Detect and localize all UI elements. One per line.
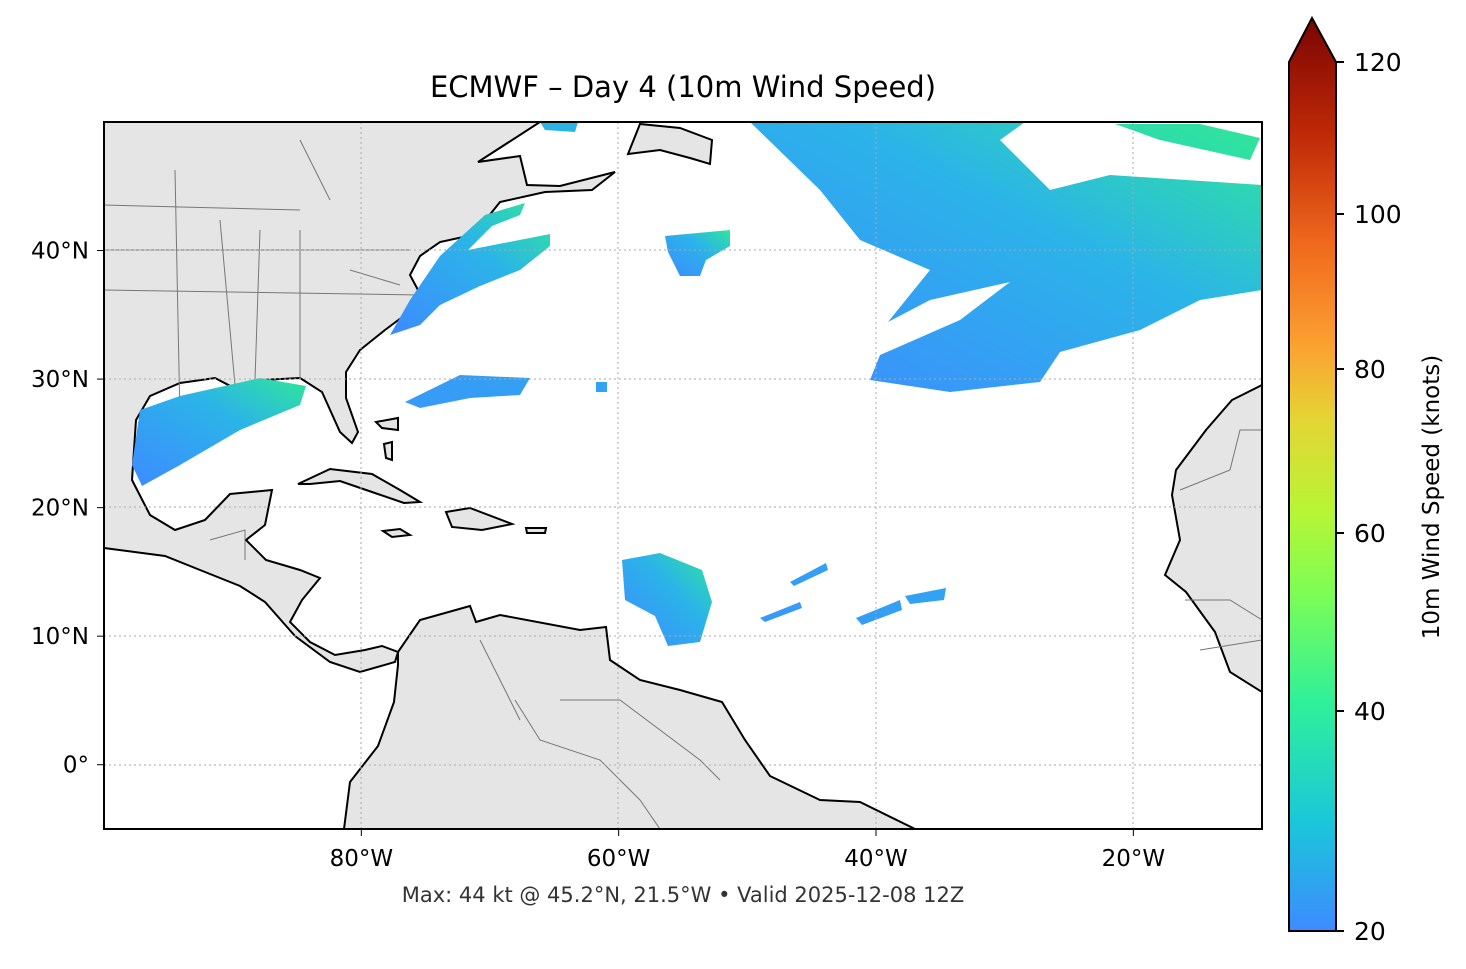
cuba (297, 467, 424, 505)
colorbar-bar (1288, 15, 1337, 932)
colorbar-tick-label: 120 (1354, 48, 1402, 77)
wind-patch-us-east-coast (390, 203, 550, 335)
wind-patch-tropical (622, 553, 712, 646)
colorbar-tick-label: 40 (1354, 697, 1386, 726)
wind-patch-northeast-atlantic (750, 122, 1262, 392)
south-america (342, 604, 916, 829)
puerto-rico (524, 527, 548, 534)
y-tick-label: 0° (63, 753, 89, 779)
gridlines (104, 122, 1262, 829)
x-tick-label: 60°W (587, 846, 651, 872)
africa (1163, 384, 1262, 693)
colorbar-tick-label: 60 (1354, 519, 1386, 548)
colorbar: 120 100 80 60 40 20 (1288, 15, 1402, 946)
x-tick-label: 80°W (330, 846, 394, 872)
wind-patch-gulf-of-mexico (132, 378, 306, 486)
y-tick-label: 30°N (31, 367, 89, 393)
wind-speed-field (132, 122, 1262, 646)
map-frame (103, 121, 1263, 830)
colorbar-label: 10m Wind Speed (knots) (1419, 354, 1445, 640)
y-tick-label: 40°N (31, 239, 89, 265)
map-title: ECMWF – Day 4 (10m Wind Speed) (429, 70, 937, 104)
jamaica (380, 527, 414, 539)
colorbar-tick-label: 100 (1354, 200, 1402, 229)
newfoundland (626, 122, 714, 166)
hispaniola (444, 506, 516, 532)
colorbar-tick-label: 20 (1354, 917, 1386, 946)
x-tick-label: 20°W (1102, 846, 1166, 872)
y-tick-label: 10°N (31, 624, 89, 650)
max-wind-caption: Max: 44 kt @ 45.2°N, 21.5°W • Valid 2025… (401, 883, 965, 907)
landmasses (104, 122, 1262, 829)
x-tick-label: 40°W (844, 846, 908, 872)
wind-patch-mid-atlantic (665, 230, 730, 276)
bahamas (373, 416, 399, 462)
colorbar-tick-label: 80 (1354, 355, 1386, 384)
state-borders (104, 139, 1262, 829)
y-tick-label: 20°N (31, 496, 89, 522)
